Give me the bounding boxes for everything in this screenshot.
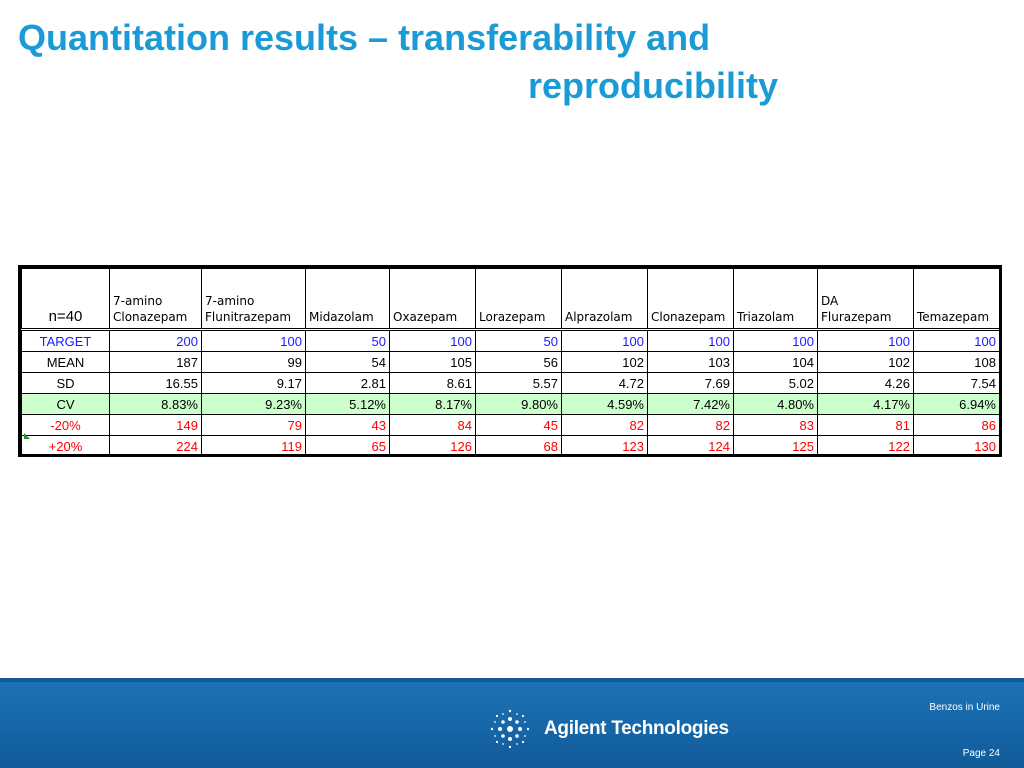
column-header: 7-amino Clonazepam — [109, 268, 202, 331]
table-cell: 7.69 — [647, 372, 734, 394]
table-cell: 8.17% — [389, 393, 476, 415]
table-header-row: n=40 7-amino Clonazepam 7-amino Flunitra… — [21, 268, 1000, 331]
table-cell: 56 — [475, 351, 562, 373]
table-cell: 43 — [305, 414, 390, 436]
table-cell: 81 — [817, 414, 914, 436]
table-row-target: TARGET 200 100 50 100 50 100 100 100 100… — [21, 329, 1000, 352]
table-cell: 119 — [201, 435, 306, 457]
row-label: SD — [21, 372, 110, 394]
table-cell: 224 — [109, 435, 202, 457]
table-cell: 100 — [913, 329, 1000, 352]
column-header: Alprazolam — [561, 268, 648, 331]
table-cell: 4.59% — [561, 393, 648, 415]
column-header: Temazepam — [913, 268, 1000, 331]
slide-title-line2: reproducibility — [528, 65, 779, 106]
footer-divider — [0, 678, 1024, 682]
table-cell: 105 — [389, 351, 476, 373]
results-table: n=40 7-amino Clonazepam 7-amino Flunitra… — [21, 268, 1000, 457]
column-header: Triazolam — [733, 268, 818, 331]
table-cell: 9.23% — [201, 393, 306, 415]
table-cell: 8.61 — [389, 372, 476, 394]
row-label: +20% — [21, 435, 110, 457]
table-cell: 82 — [647, 414, 734, 436]
table-cell: 5.57 — [475, 372, 562, 394]
table-cell: 149 — [109, 414, 202, 436]
slide-title: Quantitation results – transferability a… — [18, 14, 818, 110]
column-header: 7-amino Flunitrazepam — [201, 268, 306, 331]
agilent-spark-icon — [490, 709, 530, 749]
table-cell: 4.80% — [733, 393, 818, 415]
table-row-plus-20: +20% 224 119 65 126 68 123 124 125 122 1… — [21, 435, 1000, 457]
table-cell: 126 — [389, 435, 476, 457]
table-cell: 104 — [733, 351, 818, 373]
slide-title-line1: Quantitation results – transferability a… — [18, 17, 711, 58]
table-cell: 100 — [817, 329, 914, 352]
column-header: DA Flurazepam — [817, 268, 914, 331]
table-cell: 100 — [647, 329, 734, 352]
row-label: CV — [21, 393, 110, 415]
table-cell: 83 — [733, 414, 818, 436]
table-cell: 100 — [201, 329, 306, 352]
table-cell: 9.17 — [201, 372, 306, 394]
table-cell: 5.02 — [733, 372, 818, 394]
table-cell: 7.42% — [647, 393, 734, 415]
table-cell: 8.83% — [109, 393, 202, 415]
table-cell: 84 — [389, 414, 476, 436]
table-cell: 125 — [733, 435, 818, 457]
table-cell: 187 — [109, 351, 202, 373]
column-header: Midazolam — [305, 268, 390, 331]
table-cell: 100 — [733, 329, 818, 352]
table-row-cv: CV 8.83% 9.23% 5.12% 8.17% 9.80% 4.59% 7… — [21, 393, 1000, 415]
table-cell: 100 — [561, 329, 648, 352]
table-cell: 68 — [475, 435, 562, 457]
column-header: Lorazepam — [475, 268, 562, 331]
table-cell: 9.80% — [475, 393, 562, 415]
sample-count-header: n=40 — [21, 268, 110, 331]
table-cell: 99 — [201, 351, 306, 373]
table-row-minus-20: -20% 149 79 43 84 45 82 82 83 81 86 — [21, 414, 1000, 436]
table-cell: 102 — [561, 351, 648, 373]
table-cell: 54 — [305, 351, 390, 373]
table-cell: 5.12% — [305, 393, 390, 415]
row-label: TARGET — [21, 329, 110, 352]
column-header: Clonazepam — [647, 268, 734, 331]
brand-name: Agilent Technologies — [544, 718, 729, 739]
table-cell: 7.54 — [913, 372, 1000, 394]
table-cell: 108 — [913, 351, 1000, 373]
table-cell: 82 — [561, 414, 648, 436]
table-cell: 50 — [305, 329, 390, 352]
table-cell: 4.26 — [817, 372, 914, 394]
table-cell: 122 — [817, 435, 914, 457]
row-label: -20% — [21, 414, 110, 436]
table-cell: 6.94% — [913, 393, 1000, 415]
table-cell: 16.55 — [109, 372, 202, 394]
results-table-container: n=40 7-amino Clonazepam 7-amino Flunitra… — [18, 265, 1002, 457]
table-cell: 100 — [389, 329, 476, 352]
slide-footer: Agilent Technologies Benzos in Urine Pag… — [0, 678, 1024, 768]
table-cell: 4.17% — [817, 393, 914, 415]
table-cell: 50 — [475, 329, 562, 352]
table-cell: 45 — [475, 414, 562, 436]
table-cell: 65 — [305, 435, 390, 457]
table-cell: 130 — [913, 435, 1000, 457]
table-cell: 123 — [561, 435, 648, 457]
table-cell: 200 — [109, 329, 202, 352]
table-cell: 103 — [647, 351, 734, 373]
column-header: Oxazepam — [389, 268, 476, 331]
table-row-sd: SD 16.55 9.17 2.81 8.61 5.57 4.72 7.69 5… — [21, 372, 1000, 394]
document-name: Benzos in Urine — [929, 702, 1000, 713]
table-cell: 86 — [913, 414, 1000, 436]
table-cell: 79 — [201, 414, 306, 436]
table-cell: 102 — [817, 351, 914, 373]
page-number: Page 24 — [962, 748, 1000, 759]
table-cell: 124 — [647, 435, 734, 457]
cell-error-indicator-icon — [24, 433, 30, 439]
table-cell: 2.81 — [305, 372, 390, 394]
row-label: MEAN — [21, 351, 110, 373]
table-cell: 4.72 — [561, 372, 648, 394]
table-row-mean: MEAN 187 99 54 105 56 102 103 104 102 10… — [21, 351, 1000, 373]
